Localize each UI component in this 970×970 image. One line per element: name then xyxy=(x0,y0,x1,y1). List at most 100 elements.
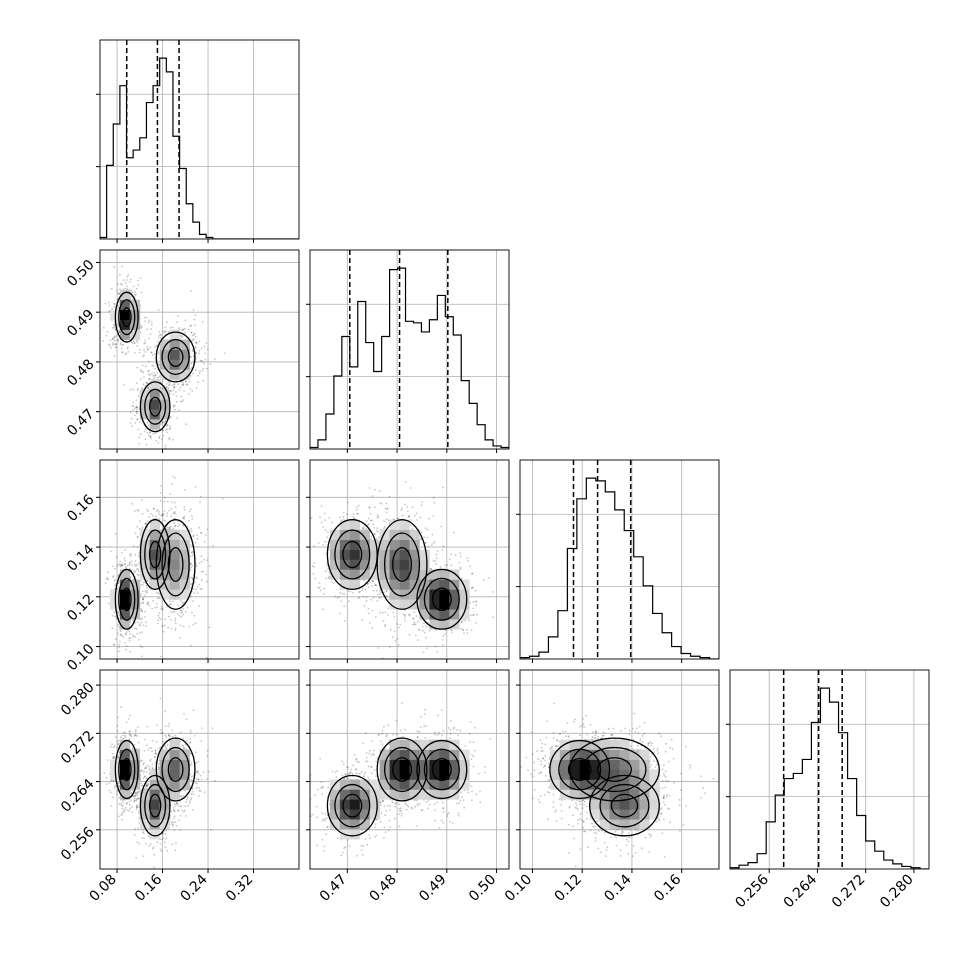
density-cell xyxy=(149,529,160,540)
sample-point xyxy=(160,337,162,340)
sample-point xyxy=(152,767,154,770)
density-cell xyxy=(329,559,341,570)
sample-point xyxy=(167,381,170,384)
sample-point xyxy=(156,606,159,609)
density-cell xyxy=(409,549,420,560)
sample-point xyxy=(134,294,137,297)
sample-point xyxy=(372,580,374,583)
sample-point xyxy=(372,596,375,599)
sample-point xyxy=(135,293,137,296)
sample-point xyxy=(128,640,131,642)
sample-point xyxy=(142,624,145,627)
density-cell xyxy=(409,599,420,610)
sample-point xyxy=(155,510,158,512)
density-cell xyxy=(119,619,131,630)
sample-point xyxy=(126,288,129,291)
sample-point xyxy=(384,507,387,510)
sample-point xyxy=(163,624,166,627)
sample-point xyxy=(356,513,359,515)
sample-point xyxy=(182,383,185,386)
sample-point xyxy=(192,623,195,626)
sample-point xyxy=(184,319,187,322)
density-cell xyxy=(169,329,180,340)
sample-point xyxy=(192,338,195,340)
sample-point xyxy=(191,554,194,557)
sample-point xyxy=(376,514,379,516)
sample-point xyxy=(412,623,415,626)
sample-point xyxy=(113,355,116,358)
sample-point xyxy=(114,745,116,747)
sample-point xyxy=(325,577,327,580)
density-cell xyxy=(129,579,141,590)
density-cell xyxy=(119,289,131,301)
sample-point xyxy=(113,337,116,339)
sample-point xyxy=(169,603,172,606)
sample-point xyxy=(119,564,122,567)
sample-point xyxy=(369,581,371,583)
sample-point xyxy=(164,725,167,728)
sample-point xyxy=(367,586,370,589)
sample-point xyxy=(134,734,137,736)
sample-point xyxy=(136,545,139,548)
sample-point xyxy=(147,386,150,388)
sample-point xyxy=(192,535,195,538)
density-cell xyxy=(349,529,361,540)
density-cell xyxy=(159,349,170,360)
sample-point xyxy=(108,343,110,346)
sample-point xyxy=(165,387,168,389)
sample-point xyxy=(199,370,202,373)
sample-point xyxy=(189,508,192,511)
sample-point xyxy=(111,342,114,345)
sample-point xyxy=(464,619,467,622)
sample-point xyxy=(190,583,192,586)
sample-point xyxy=(178,389,181,391)
sample-point xyxy=(123,810,125,813)
sample-point xyxy=(134,570,137,573)
sample-point xyxy=(150,351,153,354)
sample-point xyxy=(423,631,426,634)
sample-point xyxy=(119,640,121,643)
sample-point xyxy=(164,618,167,621)
contour-0-1 xyxy=(118,299,136,336)
sample-point xyxy=(349,590,352,593)
sample-point xyxy=(116,289,118,292)
sample-point xyxy=(141,526,144,529)
density-cell xyxy=(329,529,341,540)
sample-point xyxy=(159,843,162,845)
sample-point xyxy=(469,601,471,604)
sample-point xyxy=(121,351,123,354)
sample-point xyxy=(166,515,168,517)
sample-point xyxy=(347,501,349,504)
sample-point xyxy=(432,542,435,545)
sample-point xyxy=(182,381,185,384)
sample-point xyxy=(167,387,170,389)
sample-point xyxy=(400,509,403,511)
sample-point xyxy=(203,362,205,365)
sample-point xyxy=(161,608,164,611)
sample-point xyxy=(121,351,124,354)
sample-point xyxy=(379,589,382,592)
sample-point xyxy=(133,342,135,345)
sample-point xyxy=(361,619,364,621)
sample-point xyxy=(177,604,180,607)
sample-point xyxy=(453,531,455,534)
sample-point xyxy=(112,336,115,339)
sample-point xyxy=(164,447,167,449)
sample-point xyxy=(162,608,164,610)
sample-point xyxy=(136,726,139,729)
sample-point xyxy=(147,348,150,351)
sample-point xyxy=(137,428,140,431)
sample-point xyxy=(108,310,111,312)
sample-point xyxy=(318,587,321,589)
sample-point xyxy=(173,522,175,524)
panel-2-0 xyxy=(104,475,224,659)
sample-point xyxy=(431,533,434,536)
sample-point xyxy=(192,333,195,336)
sample-point xyxy=(175,391,177,393)
sample-point xyxy=(470,587,473,590)
sample-point xyxy=(194,347,197,350)
sample-point xyxy=(152,599,155,602)
sample-point xyxy=(137,555,140,558)
sample-point xyxy=(187,804,190,807)
sample-point xyxy=(113,335,116,338)
